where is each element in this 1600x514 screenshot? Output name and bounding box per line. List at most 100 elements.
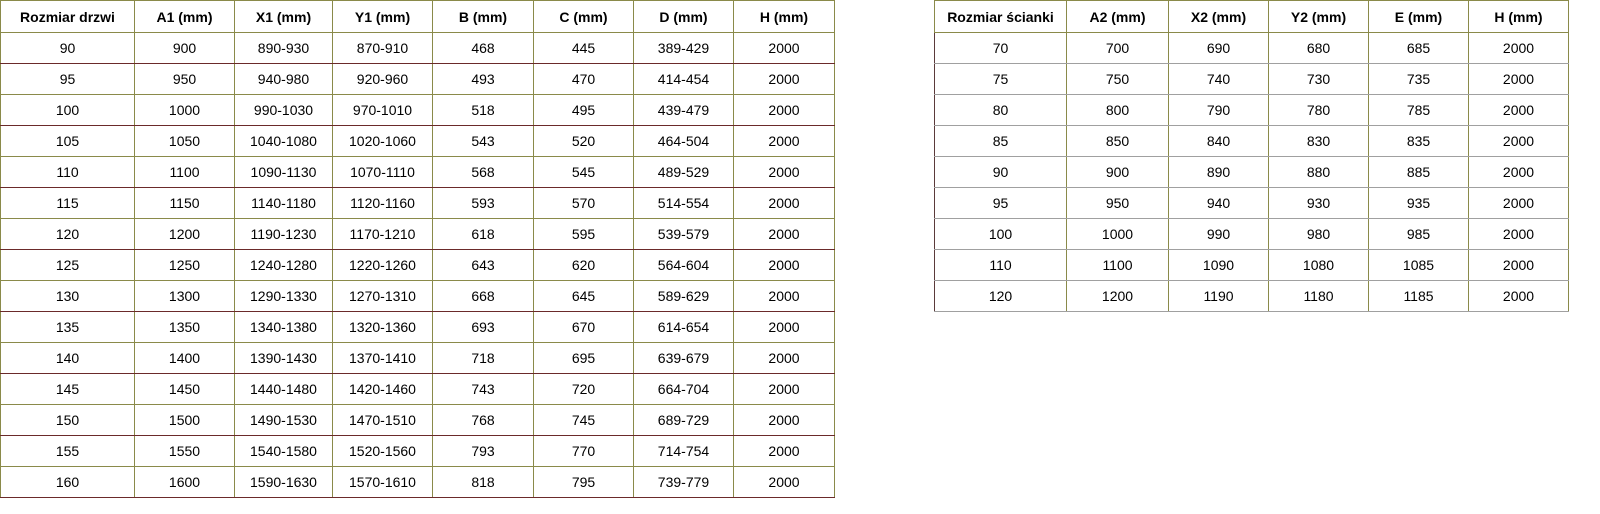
column-header: C (mm)	[533, 0, 634, 33]
table-cell: 950	[1066, 187, 1169, 219]
column-header: A2 (mm)	[1066, 0, 1169, 33]
table-cell: 870-910	[332, 32, 433, 64]
table-cell: 95	[934, 187, 1067, 219]
table-cell: 1570-1610	[332, 466, 433, 498]
table-cell: 389-429	[633, 32, 734, 64]
table-cell: 120	[0, 218, 135, 250]
table-cell: 1290-1330	[234, 280, 333, 312]
table-cell: 95	[0, 63, 135, 95]
table-cell: 745	[533, 404, 634, 436]
table-cell: 493	[432, 63, 534, 95]
table-cell: 985	[1368, 218, 1469, 250]
table-cell: 880	[1268, 156, 1369, 188]
table-cell: 718	[432, 342, 534, 374]
column-header: E (mm)	[1368, 0, 1469, 33]
table-cell: 2000	[733, 373, 835, 405]
table-cell: 464-504	[633, 125, 734, 157]
table-cell: 639-679	[633, 342, 734, 374]
table-cell: 2000	[1468, 280, 1569, 312]
table-cell: 1340-1380	[234, 311, 333, 343]
table-cell: 1150	[134, 187, 235, 219]
table-cell: 750	[1066, 63, 1169, 95]
table-cell: 2000	[1468, 187, 1569, 219]
column-header: Rozmiar ścianki	[934, 0, 1067, 33]
table-cell: 135	[0, 311, 135, 343]
table-cell: 770	[533, 435, 634, 467]
table-cell: 618	[432, 218, 534, 250]
table-cell: 2000	[733, 311, 835, 343]
column-header: B (mm)	[432, 0, 534, 33]
table-cell: 693	[432, 311, 534, 343]
table-cell: 664-704	[633, 373, 734, 405]
table-cell: 150	[0, 404, 135, 436]
table-cell: 1100	[134, 156, 235, 188]
table-cell: 1170-1210	[332, 218, 433, 250]
table-cell: 668	[432, 280, 534, 312]
table-cell: 155	[0, 435, 135, 467]
table-row: 145 1450 1440-1480 1420-1460 743 720 664-704 20…	[0, 373, 835, 405]
table-cell: 689-729	[633, 404, 734, 436]
table-cell: 714-754	[633, 435, 734, 467]
table-cell: 2000	[1468, 94, 1569, 126]
table-cell: 1190-1230	[234, 218, 333, 250]
table-cell: 595	[533, 218, 634, 250]
table-cell: 2000	[733, 249, 835, 281]
table-row: 110 1100 1090 1080 1085 2000	[934, 249, 1569, 281]
table-cell: 2000	[733, 466, 835, 498]
table-cell: 950	[134, 63, 235, 95]
column-header: H (mm)	[733, 0, 835, 33]
table-cell: 1500	[134, 404, 235, 436]
table-cell: 930	[1268, 187, 1369, 219]
table-cell: 570	[533, 187, 634, 219]
table-cell: 700	[1066, 32, 1169, 64]
table-cell: 735	[1368, 63, 1469, 95]
table-row: 90 900 890 880 885 2000	[934, 156, 1569, 188]
table-cell: 1270-1310	[332, 280, 433, 312]
column-header: D (mm)	[633, 0, 734, 33]
table-cell: 1190	[1168, 280, 1269, 312]
table-cell: 445	[533, 32, 634, 64]
table-cell: 105	[0, 125, 135, 157]
column-header: A1 (mm)	[134, 0, 235, 33]
table-cell: 120	[934, 280, 1067, 312]
table-cell: 1300	[134, 280, 235, 312]
table-cell: 85	[934, 125, 1067, 157]
table-cell: 495	[533, 94, 634, 126]
table-cell: 2000	[1468, 218, 1569, 250]
table-row: 100 1000 990 980 985 2000	[934, 218, 1569, 250]
table-cell: 1200	[134, 218, 235, 250]
table-cell: 90	[934, 156, 1067, 188]
table-cell: 160	[0, 466, 135, 498]
table-row: 130 1300 1290-1330 1270-1310 668 645 589-629 20…	[0, 280, 835, 312]
table-cell: 1540-1580	[234, 435, 333, 467]
column-header: Rozmiar drzwi	[0, 0, 135, 33]
table-cell: 564-604	[633, 249, 734, 281]
table-cell: 100	[0, 94, 135, 126]
table-cell: 514-554	[633, 187, 734, 219]
table-cell: 840	[1168, 125, 1269, 157]
table-cell: 800	[1066, 94, 1169, 126]
table-cell: 90	[0, 32, 135, 64]
table-cell: 439-479	[633, 94, 734, 126]
table-cell: 670	[533, 311, 634, 343]
table-cell: 1390-1430	[234, 342, 333, 374]
table-cell: 70	[934, 32, 1067, 64]
table-cell: 1090-1130	[234, 156, 333, 188]
table-row: 75 750 740 730 735 2000	[934, 63, 1569, 95]
table-cell: 730	[1268, 63, 1369, 95]
table-cell: 414-454	[633, 63, 734, 95]
table-cell: 110	[934, 249, 1067, 281]
column-header: Y2 (mm)	[1268, 0, 1369, 33]
table-cell: 685	[1368, 32, 1469, 64]
table-row: 85 850 840 830 835 2000	[934, 125, 1569, 157]
table-cell: 75	[934, 63, 1067, 95]
table-cell: 125	[0, 249, 135, 281]
table-row: 95 950 940-980 920-960 493 470 414-454 2000	[0, 63, 835, 95]
table-cell: 990	[1168, 218, 1269, 250]
table-cell: 695	[533, 342, 634, 374]
table-cell: 690	[1168, 32, 1269, 64]
table-cell: 1000	[134, 94, 235, 126]
table-row: 90 900 890-930 870-910 468 445 389-429 2000	[0, 32, 835, 64]
table-cell: 900	[1066, 156, 1169, 188]
header-row: Rozmiar drzwi A1 (mm) X1 (mm) Y1 (mm) B (mm)…	[0, 0, 835, 33]
